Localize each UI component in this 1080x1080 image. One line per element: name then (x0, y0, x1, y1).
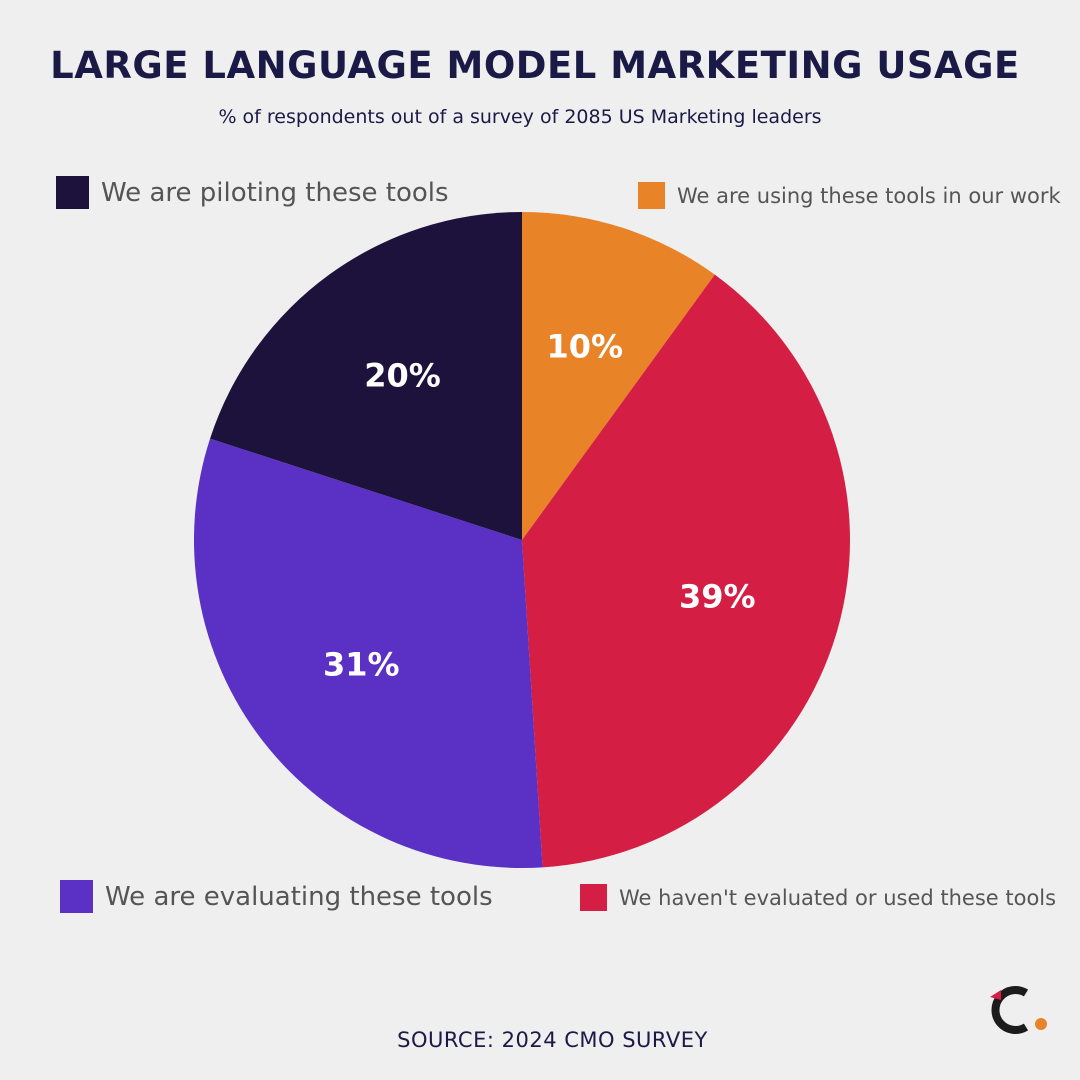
legend-label-not-evaluated: We haven't evaluated or used these tools (619, 885, 1057, 910)
chart-subtitle: % of respondents out of a survey of 2085… (218, 106, 822, 128)
legend-item-piloting: We are piloting these tools (56, 176, 449, 209)
pie-slice-label-3: 31% (323, 646, 400, 684)
pie-slice-4 (210, 212, 523, 540)
legend-swatch-using (638, 182, 665, 209)
legend-item-evaluating: We are evaluating these tools (60, 880, 493, 913)
chart-title: LARGE LANGUAGE MODEL MARKETING USAGE (50, 44, 1020, 87)
source-note: SOURCE: 2024 CMO SURVEY (397, 1028, 708, 1052)
pie-slice-3 (193, 438, 543, 868)
legend-label-using: We are using these tools in our work (677, 183, 1061, 208)
pie-slice-2 (522, 274, 850, 868)
legend-item-using: We are using these tools in our work (638, 182, 1061, 209)
legend-swatch-not-evaluated (580, 884, 607, 911)
legend-label-evaluating: We are evaluating these tools (105, 881, 493, 912)
pie-slice-label-2: 39% (679, 578, 756, 616)
legend-swatch-piloting (56, 176, 89, 209)
legend-item-not-evaluated: We haven't evaluated or used these tools (580, 884, 1056, 911)
pie-slice-label-1: 10% (547, 328, 624, 366)
legend-swatch-evaluating (60, 880, 93, 913)
pie-slice-label-4: 20% (364, 357, 441, 395)
legend-label-piloting: We are piloting these tools (101, 177, 449, 208)
pie-slice-1 (522, 212, 715, 540)
brand-c-logo-icon (990, 986, 1047, 1034)
